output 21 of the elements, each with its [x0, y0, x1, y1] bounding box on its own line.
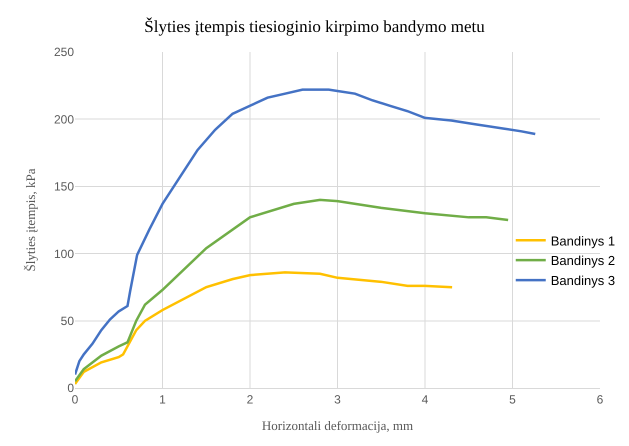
y-tick-label: 250: [54, 45, 74, 60]
line-series: [75, 198, 510, 383]
y-tick-label: 200: [54, 112, 74, 126]
y-tick-label: 0: [67, 381, 74, 396]
line-series: [75, 88, 536, 376]
x-tick-label: 4: [422, 392, 429, 406]
x-tick-label: 1: [159, 392, 166, 406]
x-axis-title: Horizontali deformacija, mm: [262, 418, 414, 433]
legend-label: Bandinys 1: [550, 233, 616, 248]
chart-title: Šlyties įtempis tiesioginio kirpimo bandymo metu: [144, 16, 486, 36]
legend-label: Bandinys 3: [550, 273, 616, 288]
x-tick-label: 6: [596, 392, 604, 406]
legend-label: Bandinys 2: [550, 253, 616, 268]
x-tick-label: 2: [246, 392, 254, 406]
y-tick-label: 150: [54, 180, 74, 194]
y-tick-label: 100: [54, 246, 74, 261]
y-tick-label: 50: [60, 314, 74, 328]
y-axis-title: Šlyties įtempis, kPa: [22, 168, 38, 272]
line-series: [75, 271, 454, 386]
x-tick-label: 5: [509, 392, 516, 406]
x-tick-label: 3: [334, 392, 342, 406]
